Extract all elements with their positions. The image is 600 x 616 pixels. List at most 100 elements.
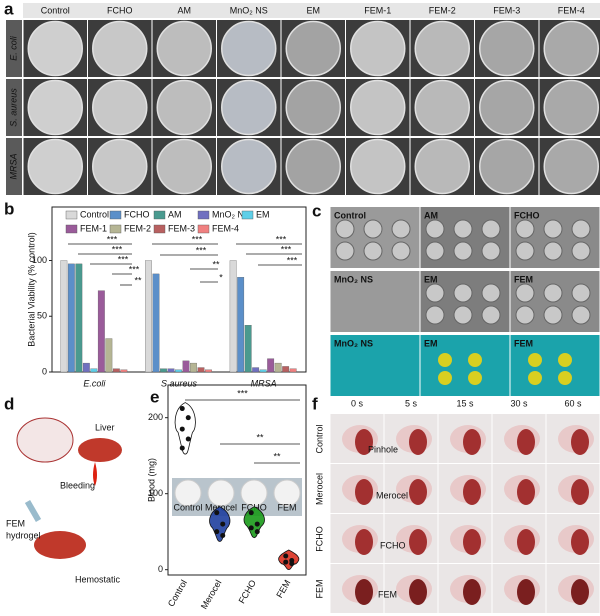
bar [205,369,212,373]
bacterium [425,283,445,303]
significance-label: ** [134,275,142,285]
liver [571,479,589,505]
bar [289,368,297,373]
plate [479,79,535,136]
inset-gauze [207,479,235,507]
sem-image [510,335,600,396]
liver [517,479,535,505]
sem-image [330,335,420,396]
rat-body [16,417,74,463]
legend-label: FEM-2 [124,223,151,233]
plate [350,138,406,195]
legend-swatch [65,210,78,220]
plate [414,79,470,136]
bar [259,369,267,373]
significance-label: *** [107,234,118,244]
time-label: 60 s [564,398,582,408]
bar [160,368,167,373]
bacterium [438,371,452,385]
data-point [185,436,191,442]
bar [244,325,252,373]
panel-label: a [4,0,14,18]
bacterium [515,283,535,303]
bacterium [481,305,501,325]
row-label-bg [6,20,22,77]
row-label: MRSA [8,153,18,179]
legend-swatch [109,210,122,220]
bacterium [528,371,542,385]
data-point [283,553,289,559]
bacterium [515,241,535,261]
plate [221,138,277,195]
y-tick-label: 0 [158,564,163,574]
liver [409,579,427,605]
time-label: 5 s [405,398,418,408]
row-label: Merocel [314,473,324,505]
data-point [179,445,185,451]
liver [571,429,589,455]
bar [145,260,152,373]
bacterium [571,219,591,239]
bacterium [558,353,572,367]
bar [97,290,105,373]
legend-label: FEM-3 [168,223,195,233]
bacterium [481,241,501,261]
plate [27,20,83,77]
significance-label: *** [237,388,248,398]
plate [543,138,599,195]
time-label: 0 s [351,398,364,408]
sem-image [420,335,510,396]
liver [355,429,373,455]
column-label: FEM-2 [429,5,456,15]
legend-swatch [109,224,122,234]
plate [414,138,470,195]
inset-label: Control [173,502,202,512]
bar [112,368,120,373]
sem-image [330,271,420,332]
plate [92,79,148,136]
significance-label: ** [212,259,220,269]
legend-label: FEM-4 [212,223,239,233]
bar [282,366,290,373]
bacterium [543,305,563,325]
liver [34,531,86,559]
liver [409,479,427,505]
plate [221,79,277,136]
y-tick-label: 100 [148,488,163,498]
plate [156,20,212,77]
significance-label: *** [287,255,298,265]
bacterium [425,305,445,325]
plate [543,79,599,136]
image-label: MnO₂ NS [334,274,373,284]
significance-label: * [219,272,223,282]
legend-swatch [153,224,166,234]
bar [182,360,190,373]
column-label: FEM-4 [558,5,585,15]
bacterium [558,371,572,385]
annotation: Merocel [376,490,408,500]
bar [190,362,197,373]
liver [463,429,481,455]
x-tick-label: E.coli [83,378,106,388]
bacterium [391,241,411,261]
bacterium [425,241,445,261]
plate [285,138,341,195]
blood [93,462,97,486]
image-label: FEM [514,338,533,348]
bacterium [363,241,383,261]
significance-label: *** [196,245,207,255]
liver [463,579,481,605]
bacterium [571,283,591,303]
plate [350,20,406,77]
column-label: EM [307,5,321,15]
plate [27,138,83,195]
legend-label: MnO₂ NS [212,209,250,219]
liver [355,529,373,555]
panel-label: f [312,394,318,413]
inset-label: FEM [278,502,297,512]
data-point [220,521,226,527]
syringe [24,499,42,523]
significance-label: *** [192,234,203,244]
x-tick-label: Control [166,578,189,608]
